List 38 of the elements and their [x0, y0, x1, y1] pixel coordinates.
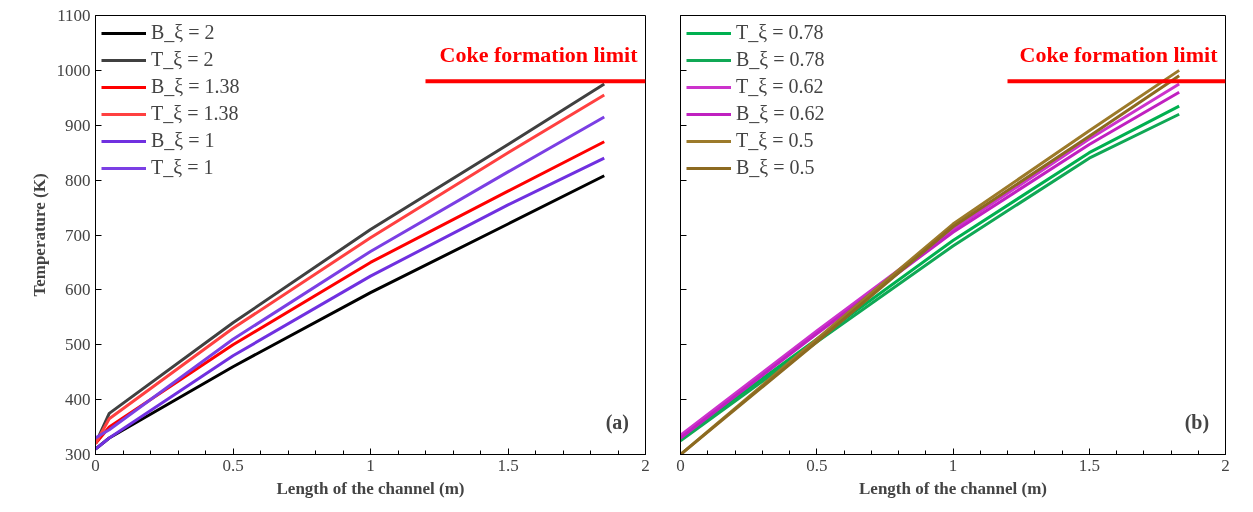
annotation: (b)	[1184, 410, 1210, 434]
y-tick-label: 700	[65, 225, 91, 245]
x-tick-label: 0	[676, 455, 685, 475]
x-tick-label: 2	[641, 455, 650, 475]
legend-label: T_ξ = 2	[151, 48, 214, 71]
x-tick-label: 1.5	[1078, 455, 1100, 475]
y-tick-label: 400	[65, 390, 91, 410]
x-tick-label: 2	[1221, 455, 1230, 475]
annotation: (a)	[605, 410, 630, 434]
x-tick-label: 0.5	[222, 455, 244, 475]
legend-label: T_ξ = 0.62	[736, 75, 824, 98]
y-tick-label: 600	[65, 280, 91, 300]
legend-label: B_ξ = 1	[151, 129, 215, 152]
y-tick-label: 1100	[57, 6, 91, 25]
legend-label: T_ξ = 0.5	[736, 129, 814, 152]
y-axis-title: Temperature (K)	[29, 173, 49, 297]
legend-label: B_ξ = 1.38	[151, 75, 240, 98]
y-tick-label: 300	[65, 445, 91, 464]
legend-label: B_ξ = 2	[151, 21, 215, 44]
y-tick-label: 800	[65, 170, 91, 190]
ref-line-label: Coke formation limit	[1019, 42, 1219, 68]
ref-line-label: Coke formation limit	[439, 42, 639, 68]
legend-label: T_ξ = 1	[151, 156, 214, 179]
legend-label: T_ξ = 1.38	[151, 102, 239, 125]
y-tick-label: 900	[65, 115, 91, 135]
x-tick-label: 0.5	[806, 455, 828, 475]
legend-label: B_ξ = 0.5	[736, 156, 815, 179]
legend-label: B_ξ = 0.78	[736, 48, 825, 71]
x-tick-label: 1	[366, 455, 375, 475]
x-axis-title: Length of the channel (m)	[859, 478, 1047, 498]
y-tick-label: 500	[65, 335, 91, 355]
x-tick-label: 1.5	[497, 455, 519, 475]
legend-label: T_ξ = 0.78	[736, 21, 824, 44]
x-axis-title: Length of the channel (m)	[276, 478, 465, 498]
x-tick-label: 1	[948, 455, 958, 475]
legend-label: B_ξ = 0.62	[736, 102, 825, 125]
x-tick-label: 0	[91, 455, 100, 475]
y-tick-label: 1000	[56, 60, 91, 80]
